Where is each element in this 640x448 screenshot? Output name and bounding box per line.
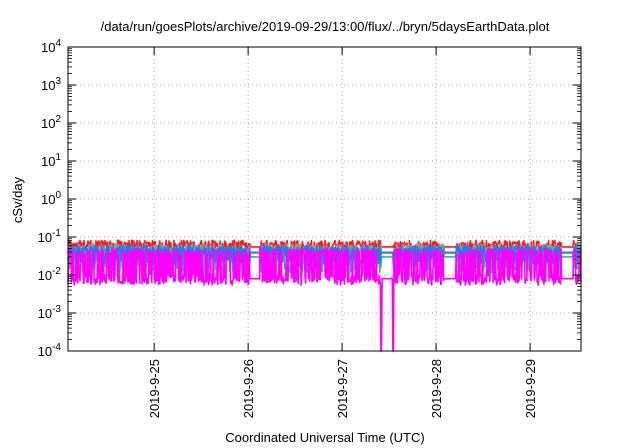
- x-tick-label: 2019-9-25: [147, 359, 162, 418]
- y-tick-label: 101: [41, 152, 61, 169]
- x-tick-label: 2019-9-28: [429, 359, 444, 418]
- plot-frame: [67, 46, 582, 352]
- grid: [68, 47, 581, 351]
- y-tick-label: 10-1: [38, 228, 62, 245]
- chart-title: /data/run/goesPlots/archive/2019-09-29/1…: [101, 19, 550, 34]
- series-line-5: [67, 247, 582, 352]
- y-tick-label: 103: [41, 76, 61, 93]
- x-tick-label: 2019-9-27: [335, 359, 350, 418]
- x-tick-label: 2019-9-29: [523, 359, 538, 418]
- y-tick-label: 104: [41, 38, 61, 55]
- y-tick-label: 10-4: [38, 342, 62, 359]
- y-tick-label: 10-2: [38, 266, 62, 283]
- x-axis-label: Coordinated Universal Time (UTC): [225, 430, 424, 445]
- y-tick-label: 102: [41, 114, 61, 131]
- series-layer: [67, 239, 582, 352]
- y-tick-label: 100: [41, 190, 61, 207]
- x-tick-label: 2019-9-26: [241, 359, 256, 418]
- y-axis-label: cSv/day: [10, 176, 25, 223]
- y-tick-label: 10-3: [38, 304, 62, 321]
- axes: 10-4 10-3 10-2 10-1 100 101 102 103 104 2019-9-25…: [38, 38, 582, 418]
